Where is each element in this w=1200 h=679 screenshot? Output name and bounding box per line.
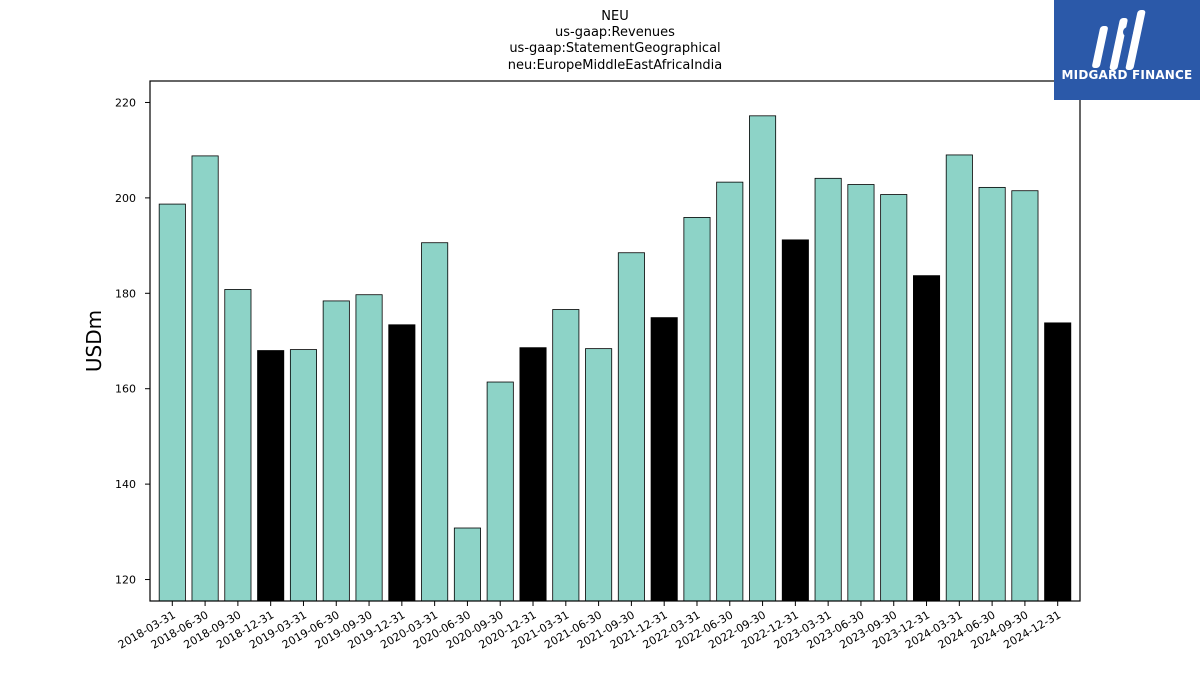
logo: MIDGARD FINANCE — [1054, 0, 1200, 100]
bar-2022-03-31 — [683, 217, 711, 602]
plot-frame — [149, 80, 1081, 602]
bar-2019-03-31 — [289, 349, 317, 602]
bar-2023-03-31 — [814, 177, 842, 602]
bar-2021-12-31 — [650, 317, 678, 602]
y-tick-label-160: 160 — [115, 383, 136, 396]
bar-2020-09-30 — [486, 381, 514, 602]
x-axis: 2018-03-312018-06-302018-09-302018-12-31… — [116, 601, 1063, 652]
bar-2024-09-30 — [1011, 190, 1039, 602]
y-axis-label: USDm — [82, 310, 106, 372]
bar-2023-06-30 — [847, 184, 875, 602]
title-line-3: us-gaap:StatementGeographical — [509, 41, 720, 56]
y-tick-label-220: 220 — [115, 96, 136, 109]
bar-2022-09-30 — [749, 115, 777, 602]
bar-2020-06-30 — [453, 527, 481, 602]
bar-2018-03-31 — [158, 203, 186, 602]
logo-text: MIDGARD FINANCE — [1061, 68, 1193, 82]
bar-2018-12-31 — [257, 350, 285, 602]
bar-2021-06-30 — [585, 348, 613, 602]
y-tick-label-120: 120 — [115, 574, 136, 587]
bar-2024-03-31 — [945, 154, 973, 602]
title-line-1: NEU — [601, 9, 628, 24]
y-tick-label-200: 200 — [115, 192, 136, 205]
bar-2022-06-30 — [716, 181, 744, 602]
y-tick-label-140: 140 — [115, 478, 136, 491]
title-line-2: us-gaap:Revenues — [555, 25, 675, 40]
bar-2021-09-30 — [617, 252, 645, 602]
y-tick-label-180: 180 — [115, 287, 136, 300]
bars-group — [158, 115, 1072, 602]
bar-2019-09-30 — [355, 294, 383, 602]
bar-2022-12-31 — [781, 239, 809, 602]
bar-2023-09-30 — [880, 194, 908, 602]
bar-2020-12-31 — [519, 347, 547, 602]
bar-2019-06-30 — [322, 300, 350, 602]
bar-2024-06-30 — [978, 186, 1006, 602]
bar-2024-12-31 — [1044, 322, 1072, 602]
title-line-4: neu:EuropeMiddleEastAfricaIndia — [508, 58, 723, 73]
bar-2018-09-30 — [224, 289, 252, 602]
y-axis: 120 140 160 180 200 220 — [115, 96, 150, 587]
bar-2023-12-31 — [913, 275, 941, 602]
bar-2021-03-31 — [552, 309, 580, 602]
logo-mark-icon — [1092, 10, 1146, 70]
bar-2020-03-31 — [421, 242, 449, 602]
bar-2018-06-30 — [191, 155, 219, 602]
bar-2019-12-31 — [388, 324, 416, 602]
chart-title: NEU us-gaap:Revenues us-gaap:StatementGe… — [508, 9, 723, 73]
